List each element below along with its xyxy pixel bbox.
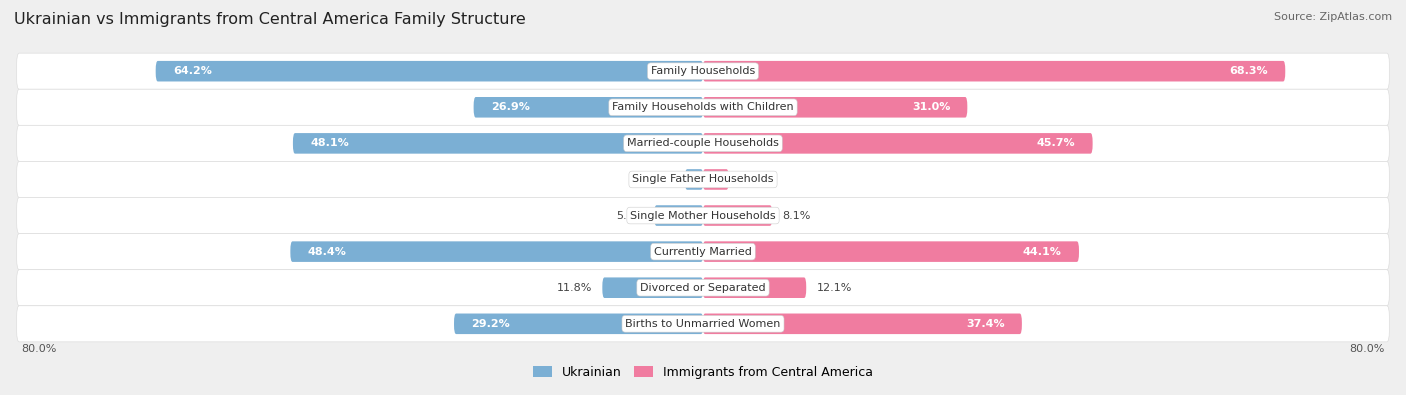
Text: Family Households with Children: Family Households with Children	[612, 102, 794, 112]
FancyBboxPatch shape	[17, 53, 1389, 89]
FancyBboxPatch shape	[703, 241, 1078, 262]
Text: Married-couple Households: Married-couple Households	[627, 138, 779, 149]
FancyBboxPatch shape	[703, 277, 806, 298]
Text: 68.3%: 68.3%	[1229, 66, 1268, 76]
Legend: Ukrainian, Immigrants from Central America: Ukrainian, Immigrants from Central Ameri…	[529, 361, 877, 384]
Text: 80.0%: 80.0%	[21, 344, 56, 354]
FancyBboxPatch shape	[17, 306, 1389, 342]
Text: Births to Unmarried Women: Births to Unmarried Women	[626, 319, 780, 329]
Text: 48.1%: 48.1%	[311, 138, 349, 149]
FancyBboxPatch shape	[17, 198, 1389, 233]
FancyBboxPatch shape	[703, 61, 1285, 81]
Text: 3.0%: 3.0%	[738, 175, 768, 184]
Text: 11.8%: 11.8%	[557, 283, 592, 293]
Text: 31.0%: 31.0%	[912, 102, 950, 112]
Text: 48.4%: 48.4%	[308, 246, 346, 257]
Text: Single Mother Households: Single Mother Households	[630, 211, 776, 220]
Text: 37.4%: 37.4%	[966, 319, 1005, 329]
FancyBboxPatch shape	[474, 97, 703, 118]
Text: Source: ZipAtlas.com: Source: ZipAtlas.com	[1274, 12, 1392, 22]
Text: 64.2%: 64.2%	[173, 66, 212, 76]
Text: Ukrainian vs Immigrants from Central America Family Structure: Ukrainian vs Immigrants from Central Ame…	[14, 12, 526, 27]
Text: 26.9%: 26.9%	[491, 102, 530, 112]
FancyBboxPatch shape	[17, 125, 1389, 162]
FancyBboxPatch shape	[454, 314, 703, 334]
FancyBboxPatch shape	[703, 205, 772, 226]
Text: 12.1%: 12.1%	[817, 283, 852, 293]
FancyBboxPatch shape	[17, 89, 1389, 125]
FancyBboxPatch shape	[17, 233, 1389, 270]
Text: 8.1%: 8.1%	[782, 211, 811, 220]
FancyBboxPatch shape	[685, 169, 703, 190]
Text: 80.0%: 80.0%	[1350, 344, 1385, 354]
FancyBboxPatch shape	[703, 97, 967, 118]
Text: Single Father Households: Single Father Households	[633, 175, 773, 184]
FancyBboxPatch shape	[703, 314, 1022, 334]
Text: 45.7%: 45.7%	[1036, 138, 1076, 149]
FancyBboxPatch shape	[292, 133, 703, 154]
FancyBboxPatch shape	[156, 61, 703, 81]
Text: 29.2%: 29.2%	[471, 319, 510, 329]
Text: Divorced or Separated: Divorced or Separated	[640, 283, 766, 293]
Text: Family Households: Family Households	[651, 66, 755, 76]
Text: 5.7%: 5.7%	[616, 211, 644, 220]
Text: 2.1%: 2.1%	[647, 175, 675, 184]
Text: 44.1%: 44.1%	[1024, 246, 1062, 257]
FancyBboxPatch shape	[17, 270, 1389, 306]
FancyBboxPatch shape	[703, 169, 728, 190]
FancyBboxPatch shape	[17, 162, 1389, 198]
Text: Currently Married: Currently Married	[654, 246, 752, 257]
FancyBboxPatch shape	[602, 277, 703, 298]
FancyBboxPatch shape	[291, 241, 703, 262]
FancyBboxPatch shape	[654, 205, 703, 226]
FancyBboxPatch shape	[703, 133, 1092, 154]
